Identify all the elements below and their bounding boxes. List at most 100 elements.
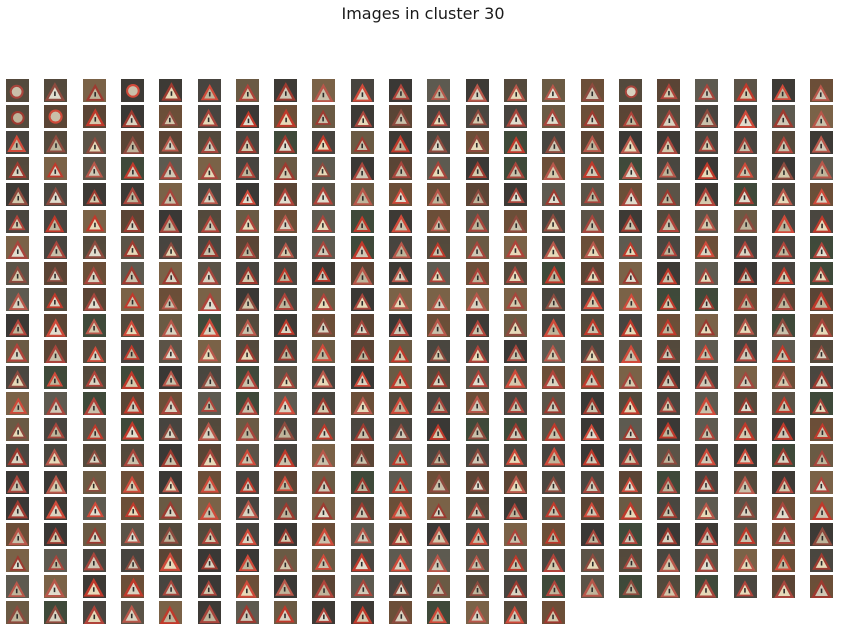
thumbnail-image <box>44 366 68 390</box>
thumbnail-image <box>44 183 68 207</box>
thumbnail-image <box>6 601 29 624</box>
thumbnail-image <box>465 418 489 442</box>
thumbnail-image <box>159 340 183 363</box>
thumbnail-image <box>389 261 412 285</box>
thumbnail-image <box>427 131 451 155</box>
thumbnail-image <box>427 105 451 129</box>
thumbnail-image <box>427 209 451 233</box>
thumbnail-image <box>427 340 451 363</box>
thumbnail-image <box>44 444 68 468</box>
thumbnail-image <box>580 131 604 155</box>
thumbnail-image <box>274 366 298 390</box>
thumbnail-image <box>810 105 834 129</box>
thumbnail-image <box>465 470 489 494</box>
thumbnail-image <box>695 522 719 546</box>
thumbnail-image <box>82 157 106 181</box>
thumbnail-image <box>657 574 681 598</box>
thumbnail-image <box>350 522 374 546</box>
thumbnail-image <box>44 340 68 363</box>
thumbnail-image <box>618 261 642 285</box>
thumbnail-image <box>503 131 527 155</box>
thumbnail-image <box>6 131 29 155</box>
thumbnail-image <box>580 105 604 129</box>
thumbnail-image <box>618 105 642 129</box>
thumbnail-image <box>580 392 604 416</box>
thumbnail-image <box>197 496 221 520</box>
thumbnail-image <box>465 79 489 102</box>
thumbnail-image <box>350 470 374 494</box>
thumbnail-image <box>580 209 604 233</box>
thumbnail-image <box>6 418 29 442</box>
thumbnail-image <box>120 105 144 129</box>
thumbnail-image <box>120 444 144 468</box>
thumbnail-image <box>82 79 106 102</box>
thumbnail-image <box>618 131 642 155</box>
thumbnail-image <box>312 131 336 155</box>
thumbnail-image <box>618 79 642 102</box>
thumbnail-image <box>159 261 183 285</box>
thumbnail-image <box>657 209 681 233</box>
thumbnail-image <box>733 287 757 311</box>
thumbnail-image <box>389 340 412 363</box>
thumbnail-image <box>197 105 221 129</box>
thumbnail-image <box>350 183 374 207</box>
thumbnail-image <box>695 209 719 233</box>
thumbnail-image <box>82 444 106 468</box>
thumbnail-image <box>542 548 566 572</box>
thumbnail-image <box>657 522 681 546</box>
thumbnail-image <box>503 548 527 572</box>
thumbnail-image <box>274 313 298 337</box>
thumbnail-image <box>427 418 451 442</box>
thumbnail-image <box>44 470 68 494</box>
thumbnail-image <box>159 157 183 181</box>
thumbnail-image <box>695 105 719 129</box>
thumbnail-image <box>82 287 106 311</box>
thumbnail-image <box>44 418 68 442</box>
thumbnail-image <box>542 418 566 442</box>
thumbnail-image <box>618 340 642 363</box>
thumbnail-image <box>580 522 604 546</box>
thumbnail-image <box>618 313 642 337</box>
thumbnail-image <box>657 157 681 181</box>
thumbnail-image <box>427 392 451 416</box>
thumbnail-image <box>235 444 259 468</box>
thumbnail-image <box>772 235 795 259</box>
thumbnail-image <box>465 548 489 572</box>
thumbnail-image <box>274 235 298 259</box>
thumbnail-image <box>810 470 834 494</box>
thumbnail-image <box>733 313 757 337</box>
thumbnail-image <box>657 496 681 520</box>
thumbnail-image <box>6 261 29 285</box>
thumbnail-image <box>82 209 106 233</box>
thumbnail-image <box>542 444 566 468</box>
thumbnail-image <box>350 574 374 598</box>
thumbnail-image <box>312 183 336 207</box>
thumbnail-image <box>274 392 298 416</box>
thumbnail-image <box>580 287 604 311</box>
thumbnail-image <box>389 79 412 102</box>
thumbnail-image <box>542 313 566 337</box>
thumbnail-image <box>503 79 527 102</box>
thumbnail-image <box>503 496 527 520</box>
thumbnail-image <box>810 287 834 311</box>
thumbnail-image <box>465 235 489 259</box>
thumbnail-image <box>6 574 29 598</box>
thumbnail-image <box>810 157 834 181</box>
thumbnail-image <box>274 522 298 546</box>
thumbnail-image <box>733 548 757 572</box>
thumbnail-image <box>580 418 604 442</box>
thumbnail-image <box>274 287 298 311</box>
thumbnail-image <box>235 601 259 624</box>
thumbnail-image <box>772 418 795 442</box>
thumbnail-image <box>657 366 681 390</box>
thumbnail-image <box>274 418 298 442</box>
thumbnail-image <box>120 287 144 311</box>
thumbnail-image <box>274 574 298 598</box>
thumbnail-image <box>695 418 719 442</box>
thumbnail-image <box>274 79 298 102</box>
thumbnail-image <box>235 522 259 546</box>
thumbnail-image <box>197 183 221 207</box>
thumbnail-image <box>695 366 719 390</box>
thumbnail-image <box>159 574 183 598</box>
